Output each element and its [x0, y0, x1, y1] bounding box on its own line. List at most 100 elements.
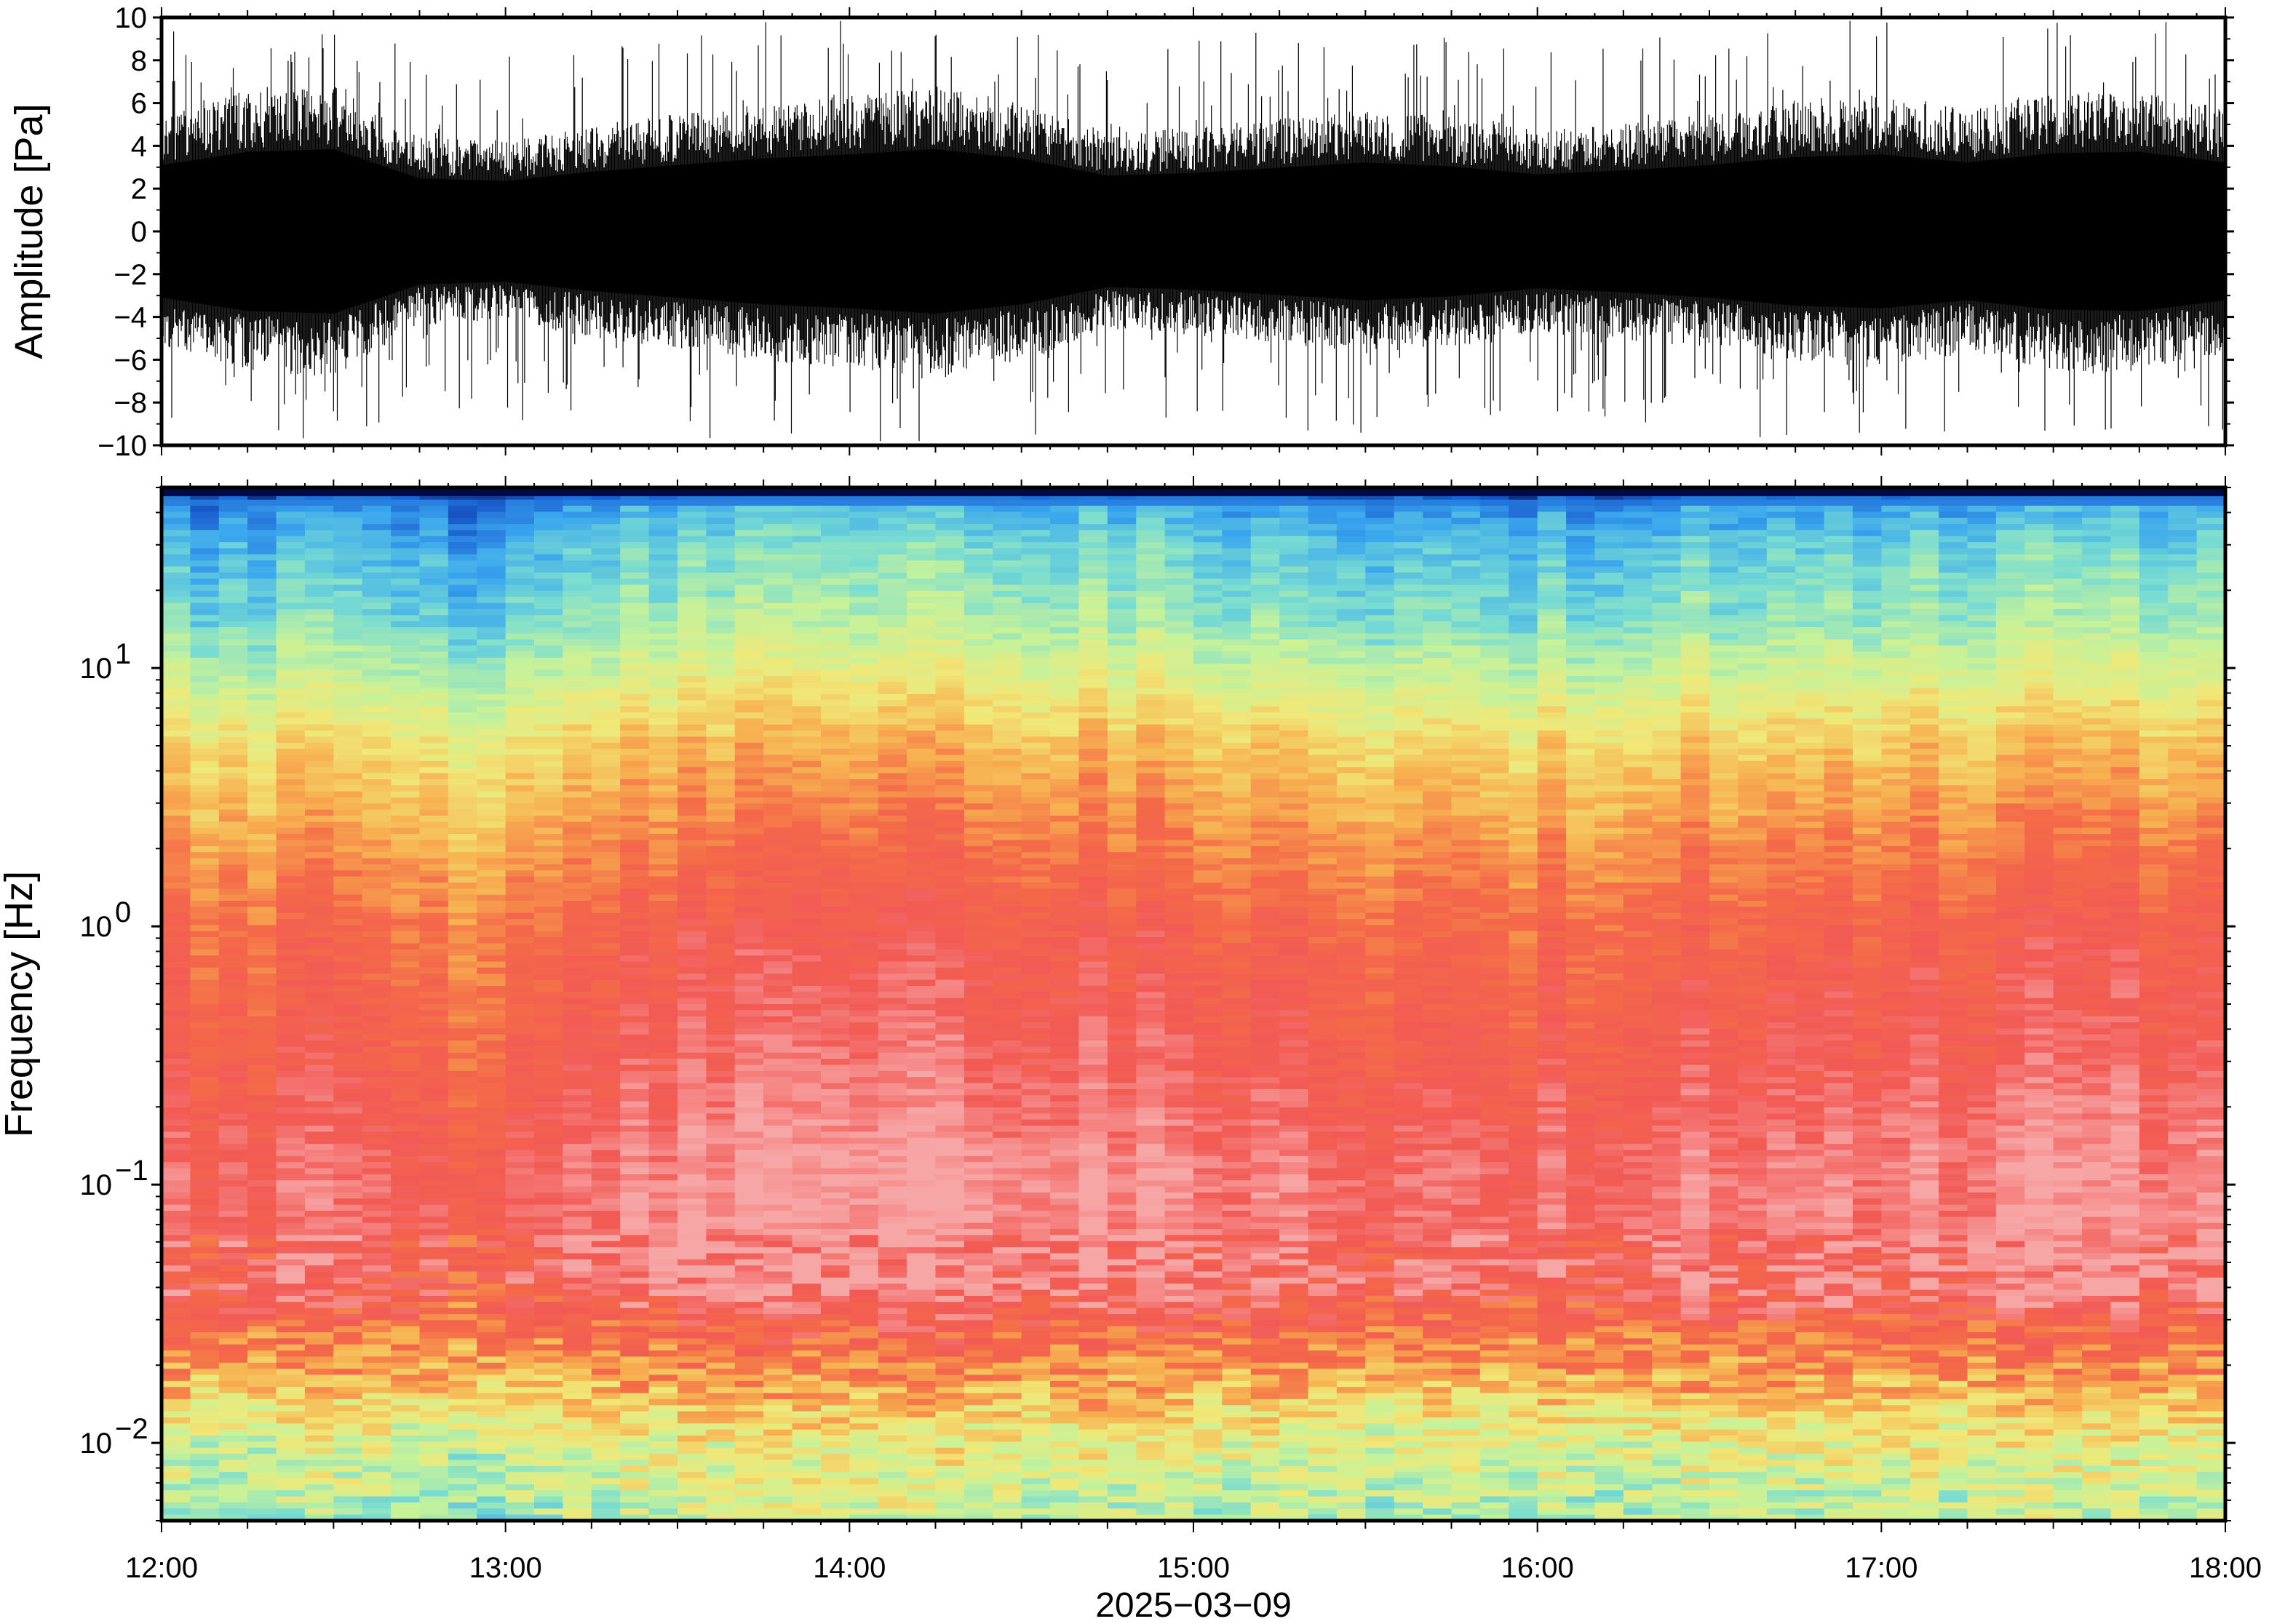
- spectrogram-cell: [534, 639, 564, 646]
- spectrogram-cell: [648, 1052, 678, 1059]
- spectrogram-cell: [907, 1222, 937, 1230]
- spectrogram-cell: [534, 1004, 564, 1011]
- spectrogram-cell: [677, 591, 707, 598]
- spectrogram-cell: [304, 1405, 335, 1412]
- spectrogram-cell: [276, 1429, 306, 1436]
- spectrogram-cell: [477, 1423, 506, 1430]
- spectrogram-cell: [935, 1010, 965, 1017]
- spectrogram-cell: [448, 937, 478, 944]
- spectrogram-cell: [448, 1040, 478, 1048]
- spectrogram-cell: [534, 1088, 564, 1096]
- spectrogram-cell: [706, 858, 736, 865]
- spectrogram-cell: [620, 657, 650, 665]
- spectrogram-cell: [706, 1393, 736, 1400]
- spectrogram-cell: [247, 736, 277, 744]
- spectrogram-cell: [190, 1022, 220, 1030]
- spectrogram-cell: [792, 700, 822, 707]
- spectrogram-cell: [505, 974, 535, 981]
- spectrogram-cell: [362, 1107, 392, 1115]
- spectrogram-cell: [849, 979, 879, 987]
- spectrogram-cell: [247, 919, 277, 926]
- spectrogram-cell: [333, 821, 363, 829]
- spectrogram-cell: [391, 1405, 421, 1412]
- spectrogram-cell: [276, 506, 306, 513]
- spectrogram-cell: [734, 882, 764, 890]
- spectrogram-cell: [820, 797, 851, 805]
- spectrogram-cell: [907, 1277, 937, 1285]
- spectrogram-cell: [419, 760, 449, 768]
- spectrogram-cell: [907, 1046, 937, 1054]
- spectrogram-cell: [391, 1052, 421, 1059]
- spectrogram-cell: [333, 925, 363, 932]
- spectrogram-cell: [362, 961, 392, 968]
- spectrogram-cell: [820, 955, 851, 963]
- spectrogram-cell: [849, 821, 879, 829]
- spectrogram-cell: [333, 724, 363, 731]
- spectrogram-cell: [648, 615, 678, 622]
- spectrogram-cell: [907, 706, 937, 713]
- spectrogram-cell: [849, 524, 879, 531]
- spectrogram-cell: [534, 949, 564, 956]
- spectrogram-cell: [448, 669, 478, 677]
- spectrogram-cell: [505, 627, 535, 634]
- spectrogram-cell: [706, 907, 736, 914]
- spectrogram-cell: [304, 1502, 335, 1510]
- spectrogram-cell: [505, 1186, 535, 1193]
- spectrogram-cell: [247, 1423, 277, 1430]
- spectrogram-cell: [448, 633, 478, 640]
- spectrogram-cell: [878, 797, 907, 805]
- spectrogram-cell: [563, 1137, 592, 1145]
- spectrogram-cell: [591, 1241, 621, 1248]
- spectrogram-cell: [448, 894, 478, 901]
- spectrogram-cell: [591, 1040, 621, 1048]
- spectrogram-cell: [276, 627, 306, 634]
- spectrogram-cell: [333, 1247, 363, 1254]
- spectrogram-cell: [563, 627, 592, 634]
- spectrogram-cell: [706, 584, 736, 592]
- spectrogram-cell: [362, 1465, 392, 1473]
- spectrogram-cell: [878, 1295, 907, 1303]
- spectrogram-cell: [591, 578, 621, 586]
- spectrogram-cell: [477, 1417, 506, 1425]
- spectrogram-cell: [276, 919, 306, 926]
- spectrogram-cell: [419, 1307, 449, 1315]
- spectrogram-cell: [907, 797, 937, 805]
- spectrogram-cell: [391, 1423, 421, 1430]
- spectrogram-cell: [218, 731, 248, 738]
- spectrogram-cell: [419, 682, 449, 689]
- spectrogram-cell: [591, 1235, 621, 1242]
- spectrogram-cell: [907, 791, 937, 798]
- spectrogram-cell: [849, 1338, 879, 1345]
- spectrogram-cell: [620, 1295, 650, 1303]
- spectrogram-cell: [304, 1204, 335, 1211]
- spectrogram-cell: [677, 755, 707, 762]
- spectrogram-cell: [276, 645, 306, 653]
- spectrogram-cell: [734, 1052, 764, 1059]
- spectrogram-cell: [620, 669, 650, 677]
- spectrogram-cell: [734, 779, 764, 787]
- spectrogram-cell: [907, 749, 937, 756]
- spectrogram-cell: [247, 731, 277, 738]
- spectrogram-cell: [907, 1307, 937, 1315]
- spectrogram-cell: [477, 1217, 506, 1224]
- spectrogram-cell: [620, 1472, 650, 1479]
- spectrogram-cell: [218, 548, 248, 555]
- spectrogram-cell: [907, 1465, 937, 1473]
- spectrogram-cell: [706, 1514, 736, 1521]
- spectrogram-cell: [677, 773, 707, 780]
- spectrogram-cell: [391, 1436, 421, 1443]
- spectrogram-cell: [935, 1229, 965, 1236]
- spectrogram-cell: [534, 536, 564, 543]
- spectrogram-cell: [419, 749, 449, 756]
- spectrogram-cell: [448, 907, 478, 914]
- spectrogram-cell: [563, 979, 592, 987]
- spectrogram-cell: [763, 925, 793, 932]
- spectrogram-cell: [648, 1277, 678, 1285]
- spectrogram-cell: [820, 1046, 851, 1054]
- spectrogram-cell: [591, 657, 621, 665]
- spectrogram-cell: [563, 1277, 592, 1285]
- spectrogram-cell: [477, 1514, 506, 1521]
- spectrogram-cell: [591, 1514, 621, 1521]
- spectrogram-cell: [648, 864, 678, 872]
- spectrogram-cell: [849, 1362, 879, 1369]
